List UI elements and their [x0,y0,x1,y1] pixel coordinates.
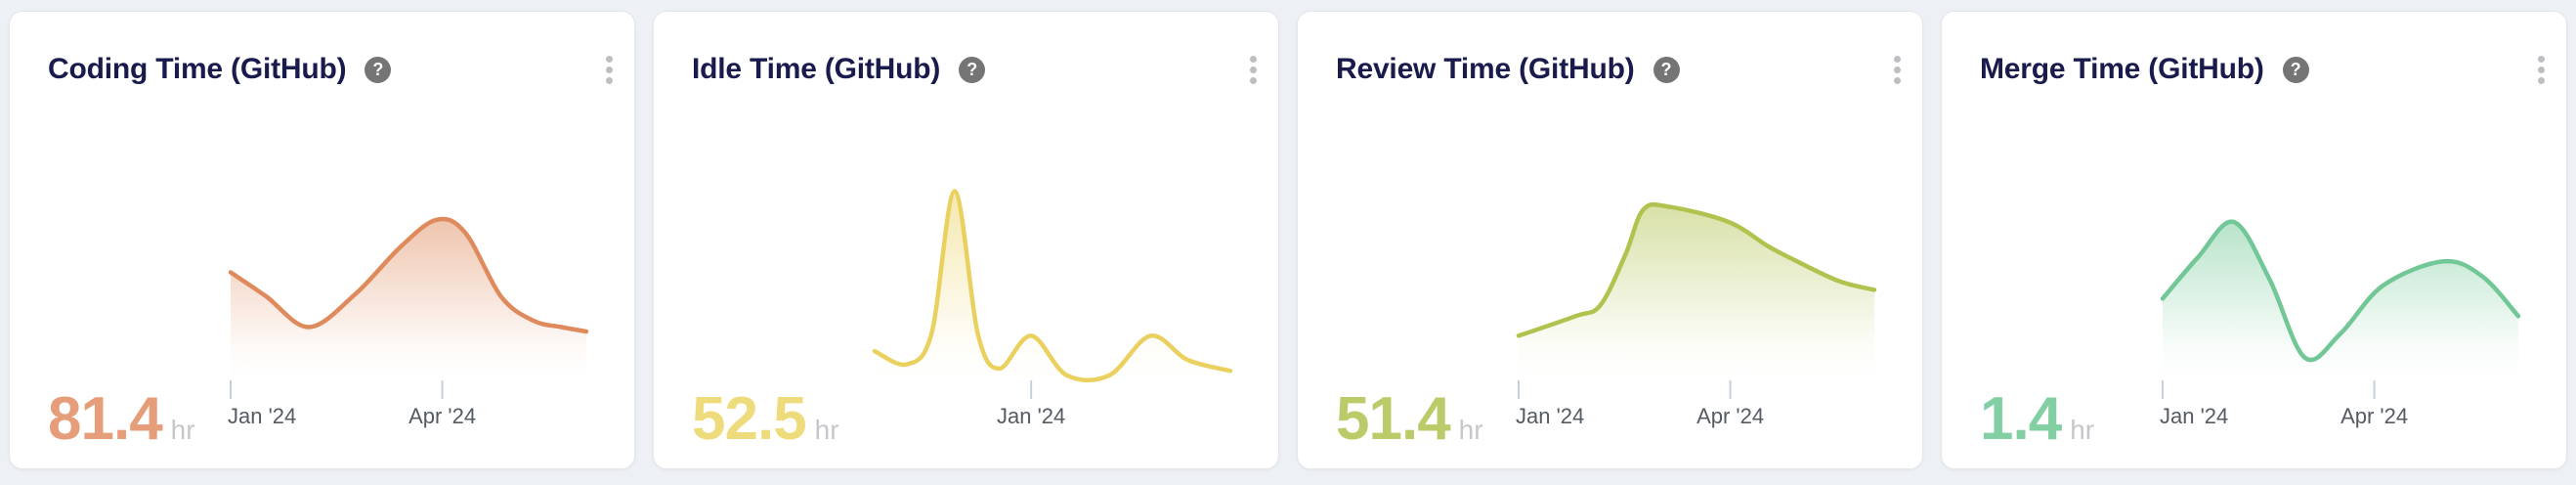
area-fill [2163,221,2518,377]
help-icon[interactable]: ? [959,56,986,83]
sparkline-svg: Jan '24 Apr '24 [1516,201,1877,428]
axis-label: Apr '24 [2340,404,2408,428]
metric-unit: hr [2070,415,2095,445]
kebab-menu-icon[interactable] [1250,55,1257,84]
card-title: Coding Time (GitHub) [48,53,347,85]
area-fill [1519,204,1874,377]
metric-value-row: 81.4 hr [48,389,195,450]
series-line [228,216,589,334]
axis-label: Apr '24 [408,404,476,428]
card-header: Merge Time (GitHub) ? [1980,53,2545,86]
metric-value: 51.4 [1336,385,1451,453]
axis-label: Jan '24 [2160,404,2228,428]
sparkline-chart[interactable]: Jan '24 Apr '24 [1942,12,2566,468]
sparkline-chart[interactable]: Jan '24 [654,12,1278,468]
sparkline-chart[interactable]: Jan '24 Apr '24 [10,12,634,468]
metric-value: 52.5 [692,385,807,453]
metric-card-merge-time: Merge Time (GitHub) ? Jan '24 Apr '24 1.4… [1941,11,2567,469]
help-icon[interactable]: ? [365,56,392,83]
axis-label: Jan '24 [997,404,1065,428]
sparkline-svg: Jan '24 Apr '24 [2160,219,2521,428]
card-header: Idle Time (GitHub) ? [692,53,1257,86]
sparkline-chart[interactable]: Jan '24 Apr '24 [1298,12,1922,468]
metric-unit: hr [170,415,195,445]
card-header: Coding Time (GitHub) ? [48,53,613,86]
kebab-menu-icon[interactable] [606,55,613,84]
sparkline-svg: Jan '24 Apr '24 [228,216,589,428]
axis-label: Apr '24 [1696,404,1764,428]
series-line [2160,219,2521,363]
series-line [1516,201,1877,338]
kebab-menu-icon[interactable] [2538,55,2545,84]
card-title: Review Time (GitHub) [1336,53,1635,85]
card-title: Idle Time (GitHub) [692,53,941,85]
axis-label: Jan '24 [1516,404,1584,428]
card-header: Review Time (GitHub) ? [1336,53,1901,86]
kebab-menu-icon[interactable] [1894,55,1901,84]
metric-unit: hr [814,415,839,445]
axis-label: Jan '24 [228,404,296,428]
metric-value: 81.4 [48,385,163,453]
sparkline-svg: Jan '24 [872,189,1233,428]
help-icon[interactable]: ? [1653,56,1680,83]
metric-value-row: 51.4 hr [1336,389,1483,450]
metric-value: 1.4 [1980,385,2062,453]
help-icon[interactable]: ? [2282,56,2309,83]
series-line [872,189,1233,383]
area-fill [231,219,586,377]
metric-card-idle-time: Idle Time (GitHub) ? Jan '24 52.5 hr [653,11,1279,469]
metric-value-row: 52.5 hr [692,389,839,450]
metric-unit: hr [1458,415,1483,445]
card-title: Merge Time (GitHub) [1980,53,2264,85]
metric-value-row: 1.4 hr [1980,389,2094,450]
metric-card-review-time: Review Time (GitHub) ? Jan '24 Apr '24 51… [1297,11,1923,469]
metric-card-coding-time: Coding Time (GitHub) ? Jan '24 Apr '24 81… [9,11,635,469]
